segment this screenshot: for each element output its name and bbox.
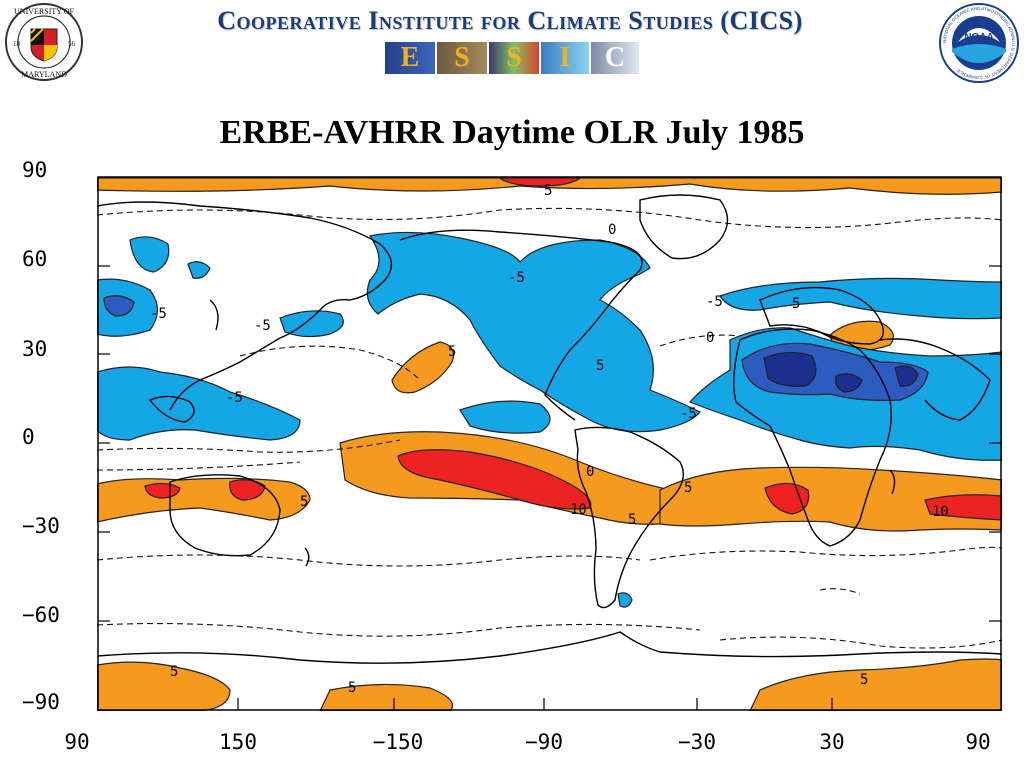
australia-red-patch-2 [229, 479, 266, 501]
siberia-negative-patch [129, 236, 170, 273]
contour-labels: 5 0 -5 5 -5 -5 5 -5 5 10 5 5 0 -5 -5 0 1… [150, 183, 949, 696]
europe-outline [759, 286, 884, 345]
india-strong-negative [894, 365, 919, 387]
south-america-negative-tip [617, 592, 633, 608]
south-america-outline [574, 426, 684, 609]
strong-positive-anomaly-regions [144, 177, 1002, 521]
contour-label: 5 [348, 680, 356, 696]
contour-label: -5 [226, 390, 243, 406]
esic-tile-e: E [385, 42, 435, 74]
contour-label: -5 [706, 294, 723, 310]
east-pacific-red-core [397, 449, 592, 510]
noaa-center-text: NOAA [964, 32, 993, 43]
contour-label: 5 [628, 512, 636, 528]
africa-outline [733, 328, 892, 547]
lat-tick-label: −60 [22, 603, 60, 627]
esic-letter: E [400, 42, 420, 73]
noaa-logo: NOAA NATIONAL OCEANIC AND ATMOSPHERIC AD… [938, 2, 1019, 83]
australia-outline [169, 474, 281, 557]
contour-label: 5 [684, 480, 692, 496]
axis-ticks [98, 265, 1001, 710]
lat-tick-label: 0 [22, 425, 35, 449]
new-zealand-outline [304, 547, 310, 567]
contour-label: 10 [570, 502, 587, 518]
lat-tick-label: −90 [22, 690, 60, 714]
lat-tick-label: 90 [22, 158, 48, 182]
seal-bottom-text: MARYLAND [21, 70, 67, 79]
esic-letter: C [604, 42, 626, 73]
olr-anomaly-map: 5 0 -5 5 -5 -5 5 -5 5 10 5 5 0 -5 -5 0 1… [97, 176, 1002, 711]
kamchatka-negative-patch [187, 261, 211, 279]
indian-ocean-red-patch [924, 494, 1002, 521]
seal-year-left: 18 [13, 40, 21, 48]
north-america-outline [399, 229, 643, 421]
institute-title: Cooperative Institute for Climate Studie… [217, 6, 803, 35]
arctic-red-patch [498, 177, 582, 187]
contour-label: 5 [596, 358, 604, 374]
contour-label: -5 [508, 270, 525, 286]
university-of-maryland-seal: UNIVERSITY OF MARYLAND 18 56 [5, 3, 83, 81]
contour-label: -5 [150, 306, 167, 322]
lon-tick-label: 150 [219, 730, 257, 754]
australia-red-patch [144, 482, 181, 499]
north-atlantic-negative [719, 277, 1002, 320]
lon-tick-label: −90 [525, 730, 563, 754]
contour-label: 10 [932, 504, 949, 520]
pacific-negative-arc [279, 310, 344, 338]
lon-tick-label: −30 [678, 730, 716, 754]
contour-label: 5 [792, 296, 800, 312]
esic-tile-s: S [437, 42, 487, 74]
lat-tick-label: 30 [22, 337, 48, 361]
contour-label: 0 [608, 222, 616, 238]
seal-top-text: UNIVERSITY OF [14, 7, 74, 16]
contour-label: 0 [706, 330, 714, 346]
madagascar-outline [889, 469, 896, 495]
greenland-outline [639, 194, 729, 260]
arabia-india-outline [879, 338, 991, 421]
esic-letter: I [559, 42, 571, 73]
antarctic-positive-band-right [749, 658, 1002, 711]
esic-tile-i: I [541, 42, 589, 74]
esic-tile-c: C [591, 42, 639, 74]
strong-negative-anomaly-regions [103, 295, 929, 401]
north-pacific-positive-patch [391, 341, 455, 394]
western-pacific-negative [97, 366, 301, 441]
contour-label: 5 [860, 672, 868, 688]
esic-letter: S [454, 42, 470, 73]
contour-label: 5 [170, 664, 178, 680]
north-america-negative [366, 231, 701, 433]
lat-tick-label: −30 [22, 514, 60, 538]
antarctic-positive-band-left [97, 661, 231, 711]
contour-label: 5 [544, 183, 552, 199]
antarctic-positive-band-middle [319, 683, 454, 711]
seal-year-right: 56 [68, 40, 76, 48]
south-atlantic-positive-band [659, 466, 1002, 532]
coastline-outlines [97, 194, 1002, 664]
pacific-medium-negative [103, 295, 135, 317]
esic-letter: S [506, 42, 522, 73]
japan-outline [209, 299, 219, 331]
asia-outline [97, 201, 393, 411]
arabia-strong-negative [835, 373, 863, 393]
contour-label: -5 [680, 406, 697, 422]
lon-tick-label: 90 [965, 730, 991, 754]
lon-tick-label: −150 [372, 730, 424, 754]
sahara-strong-negative [763, 351, 817, 387]
contour-label: -5 [254, 318, 271, 334]
lat-tick-label: 60 [22, 247, 48, 271]
zero-contours [97, 207, 1002, 649]
contour-label: 5 [300, 494, 308, 510]
lon-tick-label: 90 [64, 730, 90, 754]
map-title: ERBE-AVHRR Daytime OLR July 1985 [219, 114, 805, 151]
lon-tick-label: 30 [819, 730, 845, 754]
contour-label: 5 [448, 344, 456, 360]
contour-label: 0 [586, 464, 594, 480]
sub-tropical-atlantic-negative [459, 400, 551, 434]
esic-tile-s2: S [489, 42, 539, 74]
maritime-continent-outline [148, 395, 195, 423]
antarctica-outline [97, 631, 1002, 664]
